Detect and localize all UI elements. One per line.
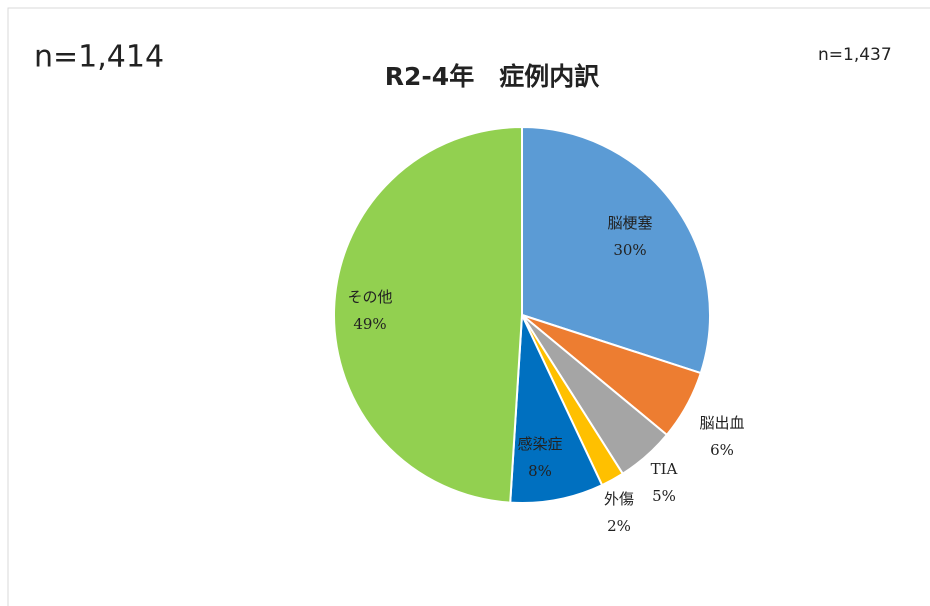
slice-value-label: 6%	[710, 441, 734, 459]
slice-label: TIA	[651, 460, 678, 478]
slice-label: 感染症	[517, 435, 562, 453]
chart-frame	[7, 7, 930, 606]
slice-value-label: 2%	[607, 517, 631, 535]
slice-label: 外傷	[604, 490, 634, 508]
slice-value-label: 30%	[613, 241, 646, 259]
slice-label: 脳出血	[699, 414, 744, 432]
slice-value-label: 8%	[528, 462, 552, 480]
chart-title: R2-4年 症例内訳	[385, 62, 600, 91]
pie-slice	[521, 125, 711, 375]
pie-slice	[333, 125, 523, 504]
annotation: n=1,414	[34, 40, 164, 75]
slice-value-label: 49%	[353, 315, 386, 333]
annotation: n=1,437	[818, 45, 892, 65]
pie-slice	[509, 314, 604, 504]
slice-label: その他	[347, 288, 392, 306]
slice-value-label: 5%	[652, 487, 676, 505]
slice-label: 脳梗塞	[607, 214, 652, 232]
